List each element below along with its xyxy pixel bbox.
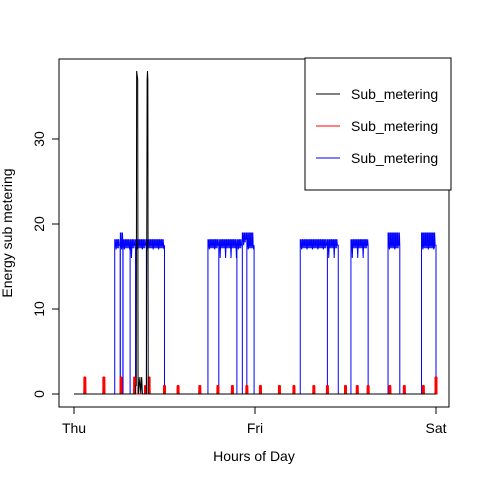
blue-block	[124, 239, 130, 249]
red-pulse	[119, 377, 123, 394]
series-line-blue	[74, 232, 437, 395]
x-axis-label: Hours of Day	[213, 448, 295, 464]
blue-block	[208, 239, 218, 249]
x-tick-label: Fri	[247, 420, 263, 436]
y-tick-label: 0	[31, 390, 47, 398]
blue-block	[389, 232, 399, 249]
red-pulse	[163, 385, 166, 394]
red-pulse	[312, 385, 316, 394]
red-pulse	[133, 377, 137, 394]
blue-block	[247, 232, 254, 249]
red-pulse	[83, 377, 87, 394]
blue-block	[219, 239, 236, 249]
legend-label: Sub_metering	[351, 150, 438, 166]
axes: Thu Fri Sat 0 10 20 30	[31, 58, 450, 436]
red-pulse	[421, 385, 425, 394]
red-pulse	[292, 385, 296, 394]
red-pulse	[344, 385, 347, 394]
blue-block	[136, 239, 146, 249]
red-pulse	[402, 385, 406, 394]
legend-label: Sub_metering	[351, 86, 438, 102]
blue-block	[147, 239, 164, 249]
y-tick-label: 30	[31, 131, 47, 147]
blue-block	[121, 232, 122, 249]
blue-block	[301, 239, 327, 249]
red-pulse	[176, 385, 180, 394]
series-line-red	[74, 376, 438, 395]
legend-box	[304, 57, 452, 191]
red-pulse	[325, 385, 329, 394]
red-pulse	[434, 377, 438, 394]
legend: Sub_metering Sub_metering Sub_metering	[304, 57, 452, 191]
red-pulse	[147, 377, 151, 394]
red-pulse	[355, 385, 359, 394]
red-pulse	[388, 385, 392, 394]
red-pulse	[366, 385, 370, 394]
red-pulse	[216, 385, 220, 394]
blue-block	[243, 232, 246, 243]
red-pulse	[230, 385, 234, 394]
red-pulse	[143, 385, 147, 394]
red-pulse	[198, 385, 202, 394]
blue-block	[351, 239, 368, 249]
y-axis-label: Energy sub metering	[0, 168, 15, 297]
plot-area	[74, 70, 438, 395]
series-line-black	[74, 70, 436, 395]
y-tick-label: 20	[31, 216, 47, 232]
red-pulse	[277, 385, 281, 394]
x-tick-label: Thu	[62, 420, 86, 436]
blue-block	[237, 239, 242, 249]
legend-label: Sub_metering	[351, 118, 438, 134]
red-pulse	[245, 385, 249, 394]
red-pulse	[102, 377, 106, 394]
blue-block	[131, 239, 135, 249]
red-pulse	[258, 385, 262, 394]
blue-block	[328, 239, 338, 249]
x-tick-label: Sat	[425, 420, 446, 436]
y-tick-label: 10	[31, 301, 47, 317]
blue-block	[422, 232, 435, 249]
blue-block	[115, 239, 120, 249]
